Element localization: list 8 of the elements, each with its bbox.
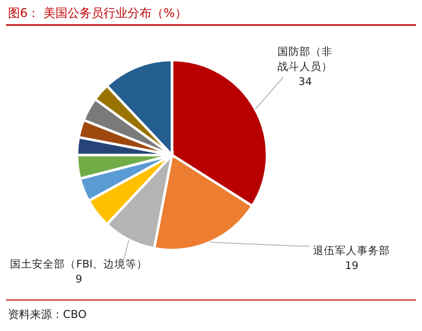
text: 资料来源：CBO xyxy=(8,308,88,321)
data-label: 19 xyxy=(345,260,358,272)
data-label: 34 xyxy=(298,76,312,88)
slice-label: 国防部（非战斗人员） xyxy=(278,45,333,74)
chart-title: 图6： 美国公务员行业分布（%） xyxy=(8,6,187,20)
data-label: 9 xyxy=(76,274,82,286)
slice-label: 退伍军人事务部 xyxy=(313,244,390,258)
slice-label: 国土安全部（FBI、边境等） xyxy=(10,258,148,271)
